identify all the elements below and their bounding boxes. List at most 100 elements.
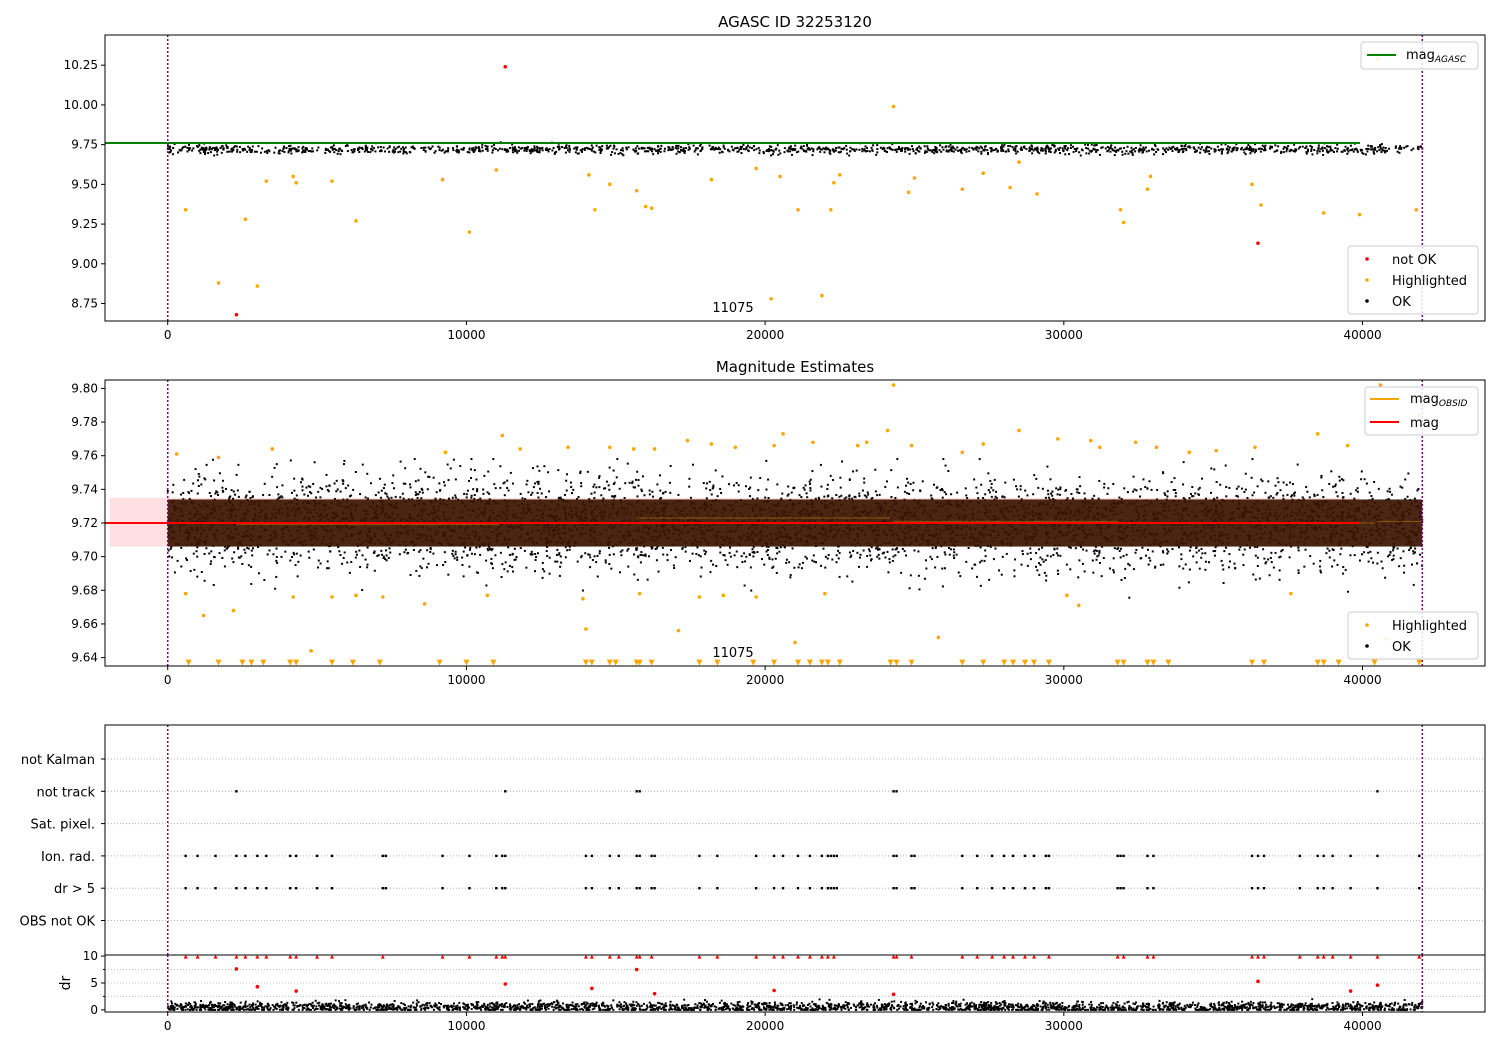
ok-point (890, 496, 893, 499)
ok-point (398, 145, 401, 148)
ok-point (1256, 565, 1259, 568)
ok-point (572, 488, 575, 491)
ok-point (444, 150, 447, 153)
ok-point (484, 144, 487, 147)
ok-point (884, 485, 887, 488)
ok-point (1360, 470, 1363, 473)
ok-point (379, 145, 382, 148)
ok-point (380, 149, 383, 152)
ok-point (1171, 548, 1174, 551)
ok-point (622, 149, 625, 152)
highlighted-point (634, 188, 639, 193)
ok-point (325, 485, 328, 488)
highlighted-point (354, 219, 358, 223)
ok-point (1394, 145, 1397, 148)
ok-point (1191, 495, 1194, 498)
ok-point (995, 490, 998, 493)
ok-point (905, 484, 908, 487)
ok-point (719, 546, 722, 549)
ok-point (226, 146, 229, 149)
ok-point (266, 152, 269, 155)
panel-magnitude-estimates-plot (105, 380, 1424, 666)
ok-point (1146, 548, 1149, 551)
ok-point (954, 148, 957, 151)
ok-point (377, 554, 380, 557)
ok-point (1367, 551, 1370, 554)
ok-point (1176, 147, 1179, 150)
ok-point (225, 144, 228, 147)
ok-point (561, 146, 564, 149)
ok-point (326, 148, 329, 151)
ok-point (1119, 556, 1122, 559)
ok-point (414, 493, 417, 496)
ok-point (524, 146, 527, 149)
ok-point (219, 147, 222, 150)
ok-point (224, 545, 227, 548)
ok-point (266, 553, 269, 556)
ok-point (514, 149, 517, 152)
ok-point (1084, 497, 1087, 500)
ok-point (1276, 491, 1279, 494)
ok-point (613, 144, 616, 147)
ok-point (992, 489, 995, 492)
ok-point (1057, 147, 1060, 150)
ok-point (216, 491, 219, 494)
ok-point (672, 148, 675, 151)
ok-point (326, 488, 329, 491)
ok-point (509, 146, 512, 149)
ok-point (295, 552, 298, 555)
ok-point (466, 151, 469, 154)
ok-point (634, 147, 637, 150)
ok-point (1285, 146, 1288, 149)
ok-point (290, 491, 293, 494)
ok-point (825, 146, 828, 149)
ok-point (251, 496, 254, 499)
ok-point (865, 150, 868, 153)
ok-point (1261, 144, 1264, 147)
ok-point (273, 151, 276, 154)
ok-point (1068, 153, 1071, 156)
ok-point (1293, 143, 1296, 146)
ok-point (950, 150, 953, 153)
ok-point (726, 563, 729, 566)
ok-point (1379, 144, 1382, 147)
ok-point (490, 549, 493, 552)
ok-point (634, 150, 637, 153)
ok-point (454, 494, 457, 497)
ok-point (207, 152, 210, 155)
ok-point (543, 465, 546, 468)
ok-point (627, 146, 630, 149)
ok-point (1083, 570, 1086, 573)
ok-point (1403, 564, 1406, 567)
ok-point (470, 458, 473, 461)
ok-point (1044, 150, 1047, 153)
ok-point (613, 152, 616, 155)
ok-point (384, 492, 387, 495)
ok-point (198, 475, 201, 478)
ok-point (885, 480, 888, 483)
ok-point (200, 146, 203, 149)
ok-point (909, 148, 912, 151)
ok-point (677, 147, 680, 150)
ok-point (476, 571, 479, 574)
ok-point (516, 151, 519, 154)
ok-point (1163, 149, 1166, 152)
ok-point (1168, 146, 1171, 149)
ok-point (933, 149, 936, 152)
ok-point (1404, 478, 1407, 481)
ok-point (691, 463, 694, 466)
ok-point (1223, 550, 1226, 553)
ok-point (1226, 145, 1229, 148)
panel-magnitude-estimates: Magnitude Estimates 0 10000 20000 30000 4000… (71, 358, 1486, 687)
ok-point (789, 150, 792, 153)
ok-point (635, 150, 638, 153)
ok-point (1246, 497, 1249, 500)
ok-point (541, 568, 544, 571)
ok-point (627, 547, 630, 550)
ok-point (626, 462, 629, 465)
ok-point (503, 568, 506, 571)
ok-point (1065, 563, 1068, 566)
ok-point (580, 482, 583, 485)
ok-point (867, 493, 870, 496)
ok-point (805, 143, 808, 146)
